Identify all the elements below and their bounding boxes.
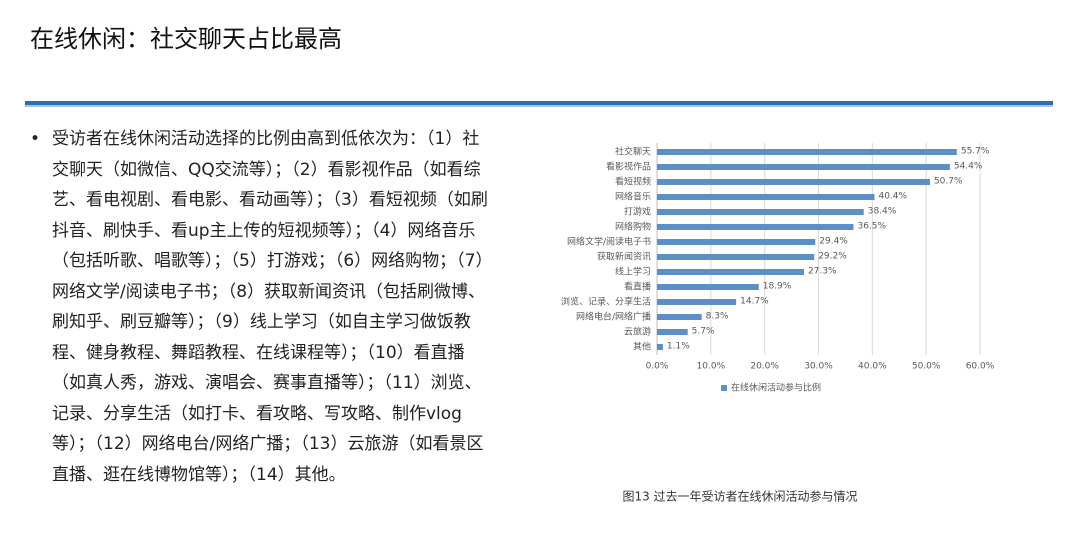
value-label: 5.7% [692, 327, 715, 337]
value-label: 55.7% [961, 147, 990, 157]
y-tick-label: 打游戏 [624, 206, 651, 218]
slide-title: 在线休闲：社交聊天占比最高 [30, 25, 342, 53]
x-tick-label: 40.0% [858, 362, 887, 372]
bullet: • 受访者在线休闲活动选择的比例由高到低依次为：（1）社交聊天（如微信、QQ交流等… [30, 124, 490, 490]
y-tick-label: 看影视作品 [606, 161, 651, 173]
y-tick-label: 网络购物 [615, 221, 651, 233]
y-tick-label: 看短视频 [615, 176, 651, 188]
value-label: 29.2% [818, 252, 847, 262]
y-tick-label: 浏览、记录、分享生活 [561, 296, 651, 308]
bar [657, 224, 854, 230]
value-label: 54.4% [954, 162, 983, 172]
bar [657, 344, 663, 350]
y-tick-label: 线上学习 [615, 266, 651, 278]
value-label: 40.4% [878, 192, 907, 202]
bar [657, 329, 688, 335]
value-label: 27.3% [808, 267, 837, 277]
y-tick-label: 网络电台/网络广播 [576, 311, 651, 323]
value-label: 8.3% [706, 312, 729, 322]
bar [657, 254, 815, 260]
y-tick-label: 网络文学/阅读电子书 [567, 236, 651, 248]
bar [657, 194, 875, 200]
y-tick-label: 云旅游 [624, 326, 651, 338]
bar [657, 239, 816, 245]
x-tick-label: 60.0% [966, 362, 995, 372]
value-label: 29.4% [819, 237, 848, 247]
bullet-dot: • [30, 129, 41, 149]
value-label: 50.7% [934, 177, 963, 187]
value-label: 1.1% [667, 342, 690, 352]
bar [657, 284, 759, 290]
bar [657, 299, 737, 305]
legend-swatch [721, 385, 727, 391]
y-tick-label: 网络音乐 [615, 191, 651, 203]
x-tick-label: 0.0% [646, 362, 669, 372]
x-tick-label: 30.0% [804, 362, 833, 372]
bar [657, 314, 702, 320]
divider [25, 101, 1053, 105]
divider-shadow [25, 105, 1053, 107]
bar [657, 179, 930, 185]
bar [657, 209, 864, 215]
x-tick-label: 20.0% [750, 362, 779, 372]
value-label: 18.9% [763, 282, 792, 292]
value-label: 36.5% [857, 222, 886, 232]
bar [657, 164, 950, 170]
y-tick-label: 看直播 [624, 281, 651, 293]
caption: 图13 过去一年受访者在线休闲活动参与情况 [622, 489, 857, 504]
y-tick-label: 获取新闻资讯 [597, 251, 651, 263]
legend-label: 在线休闲活动参与比例 [731, 382, 821, 394]
bullet-text: 受访者在线休闲活动选择的比例由高到低依次为：（1）社交聊天（如微信、QQ交流等）… [52, 129, 488, 485]
bar [657, 149, 957, 155]
x-tick-label: 50.0% [912, 362, 941, 372]
value-label: 38.4% [868, 207, 897, 217]
y-tick-label: 其他 [633, 341, 651, 353]
bar [657, 269, 804, 275]
y-tick-label: 社交聊天 [615, 146, 651, 158]
x-tick-label: 10.0% [697, 362, 726, 372]
value-label: 14.7% [740, 297, 769, 307]
